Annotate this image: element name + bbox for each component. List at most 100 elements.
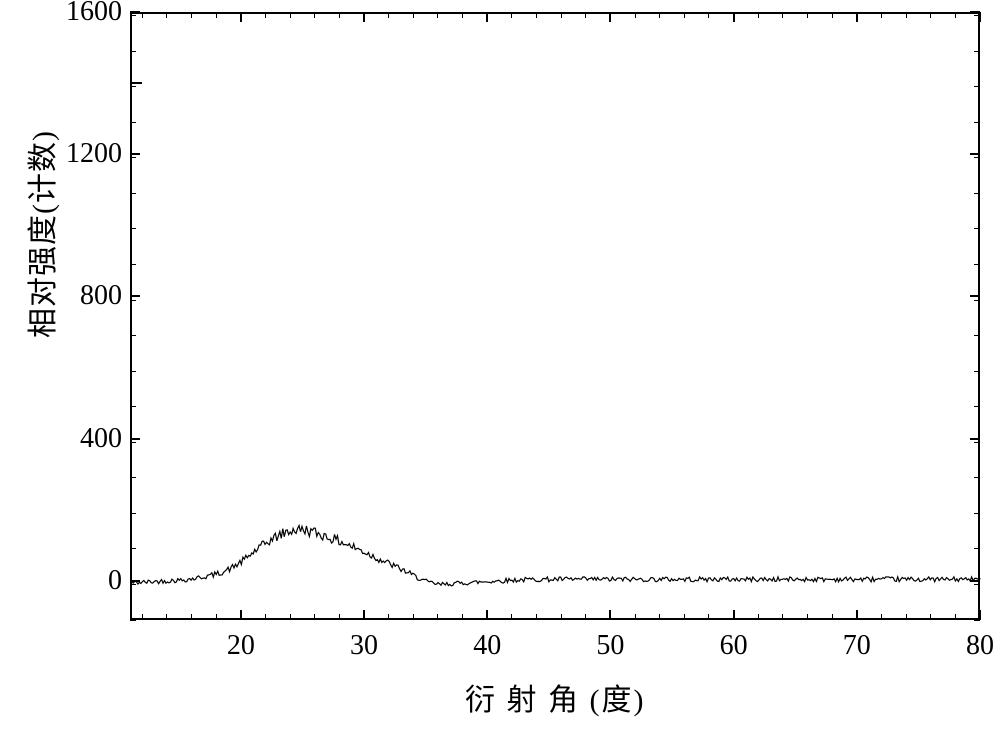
axis-tick xyxy=(339,12,340,18)
x-tick-label: 80 xyxy=(960,630,1000,662)
axis-tick xyxy=(561,12,562,18)
axis-tick xyxy=(130,620,136,621)
axis-tick xyxy=(684,614,685,620)
x-tick-label: 20 xyxy=(221,630,261,662)
axis-tick xyxy=(758,614,759,620)
y-tick-label: 800 xyxy=(52,280,122,312)
axis-tick xyxy=(413,614,414,620)
axis-tick xyxy=(486,610,488,620)
axis-tick xyxy=(974,371,980,372)
axis-tick xyxy=(130,15,136,16)
axis-tick xyxy=(635,614,636,620)
axis-tick xyxy=(807,12,808,18)
x-tick-label: 70 xyxy=(837,630,877,662)
axis-tick xyxy=(906,12,907,18)
axis-tick xyxy=(462,614,463,620)
axis-tick xyxy=(130,122,136,123)
axis-tick xyxy=(290,12,291,18)
axis-tick xyxy=(536,614,537,620)
axis-tick xyxy=(684,12,685,18)
axis-tick xyxy=(240,12,242,22)
axis-tick xyxy=(782,12,783,18)
axis-tick xyxy=(974,335,980,336)
axis-tick xyxy=(856,12,858,22)
axis-tick xyxy=(462,12,463,18)
x-axis-label: 衍 射 角 (度) xyxy=(465,675,645,719)
axis-tick xyxy=(832,12,833,18)
axis-tick xyxy=(130,86,136,87)
axis-tick xyxy=(142,614,143,620)
axis-tick xyxy=(437,614,438,620)
axis-tick xyxy=(413,12,414,18)
axis-tick xyxy=(974,584,980,585)
y-tick-label: 0 xyxy=(52,565,122,597)
axis-tick xyxy=(974,442,980,443)
axis-tick xyxy=(974,157,980,158)
axis-tick xyxy=(216,12,217,18)
axis-tick xyxy=(974,228,980,229)
data-line xyxy=(132,14,982,622)
axis-tick xyxy=(511,12,512,18)
axis-tick xyxy=(974,264,980,265)
axis-tick xyxy=(561,614,562,620)
axis-tick xyxy=(609,610,611,620)
axis-tick xyxy=(314,12,315,18)
axis-tick xyxy=(970,295,980,297)
axis-tick xyxy=(955,12,956,18)
plot-area xyxy=(130,12,980,620)
axis-tick xyxy=(130,335,136,336)
axis-tick xyxy=(130,228,136,229)
x-tick-label: 60 xyxy=(714,630,754,662)
axis-tick xyxy=(166,614,167,620)
y-axis-label: 相对强度(计数) xyxy=(18,308,62,338)
axis-tick xyxy=(240,610,242,620)
axis-tick xyxy=(782,614,783,620)
axis-tick xyxy=(708,12,709,18)
axis-tick xyxy=(130,11,140,13)
xrd-trace xyxy=(132,525,981,585)
axis-tick xyxy=(974,193,980,194)
axis-tick xyxy=(130,584,136,585)
y-tick-label: 1200 xyxy=(52,138,122,170)
axis-tick xyxy=(130,300,136,301)
y-tick-label: 1600 xyxy=(52,0,122,28)
y-tick-label: 400 xyxy=(52,423,122,455)
axis-tick xyxy=(130,513,136,514)
axis-tick xyxy=(974,51,980,52)
axis-tick xyxy=(339,614,340,620)
axis-tick xyxy=(974,300,980,301)
axis-tick xyxy=(216,614,217,620)
axis-tick xyxy=(290,614,291,620)
axis-tick xyxy=(511,614,512,620)
axis-tick xyxy=(970,580,980,582)
axis-tick xyxy=(130,442,136,443)
axis-tick xyxy=(733,610,735,620)
axis-tick xyxy=(974,122,980,123)
axis-tick xyxy=(191,12,192,18)
axis-tick xyxy=(585,614,586,620)
axis-tick xyxy=(363,12,365,22)
axis-tick xyxy=(142,12,143,18)
axis-tick xyxy=(191,614,192,620)
axis-tick xyxy=(733,12,735,22)
axis-tick xyxy=(609,12,611,22)
axis-tick xyxy=(807,614,808,620)
axis-tick xyxy=(930,614,931,620)
axis-tick xyxy=(130,477,136,478)
axis-tick xyxy=(130,157,136,158)
axis-tick xyxy=(635,12,636,18)
axis-tick xyxy=(130,438,140,440)
axis-tick xyxy=(130,406,136,407)
axis-tick xyxy=(974,513,980,514)
axis-tick xyxy=(979,610,981,620)
axis-tick xyxy=(130,371,136,372)
axis-tick xyxy=(388,12,389,18)
axis-tick xyxy=(130,153,140,155)
axis-tick xyxy=(979,12,981,22)
axis-tick xyxy=(130,51,136,52)
axis-tick xyxy=(856,610,858,620)
axis-tick xyxy=(906,614,907,620)
axis-tick xyxy=(166,12,167,18)
axis-tick xyxy=(970,438,980,440)
axis-tick xyxy=(974,477,980,478)
